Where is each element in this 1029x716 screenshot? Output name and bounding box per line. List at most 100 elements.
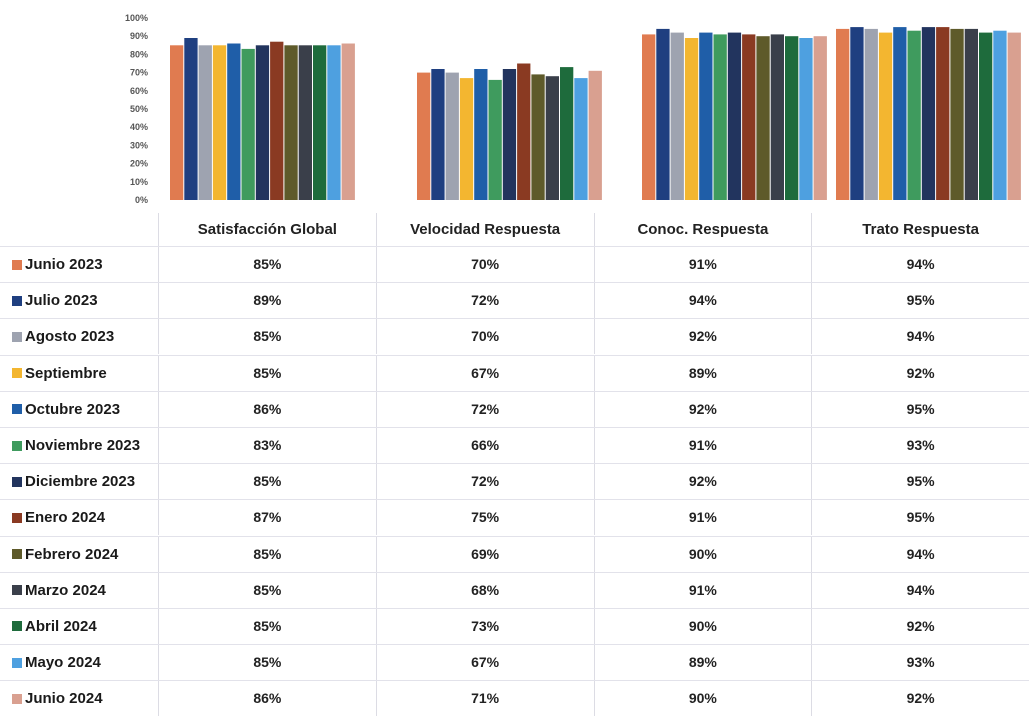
y-axis: 100% 90% 80% 70% 60% 50% 40% 30% 20% 10% 0% (125, 13, 148, 205)
bars-group (170, 27, 1021, 201)
bar (1007, 32, 1021, 200)
value-cell: 94% (811, 247, 1029, 283)
bar (270, 41, 284, 201)
y-tick-label: 80% (130, 49, 148, 59)
bar (921, 27, 936, 200)
bar (341, 43, 355, 200)
bar-chart: 100% 90% 80% 70% 60% 50% 40% 30% 20% 10% 0% (125, 13, 1021, 205)
series-label: Marzo 2024 (0, 582, 158, 599)
value-cell: 85% (158, 645, 376, 681)
bar (656, 28, 670, 201)
bar (198, 45, 212, 200)
bar (713, 34, 727, 201)
value-cell: 67% (375, 645, 594, 681)
legend-swatch (12, 440, 22, 451)
value-cell: 89% (593, 355, 812, 391)
table-row: Octubre 2023 86% 72% 92% 95% (0, 390, 1029, 427)
table-row: Marzo 2024 85% 68% 91% 94% (0, 571, 1029, 608)
value-cell: 86% (158, 681, 376, 716)
y-tick-label: 20% (130, 159, 148, 169)
category-header: Velocidad Respuesta (375, 213, 594, 246)
value-cell: 92% (593, 464, 812, 500)
table-row: Agosto 2023 85% 70% 92% 94% (0, 318, 1029, 355)
value-cell: 72% (375, 464, 594, 500)
value-cell: 93% (811, 428, 1029, 464)
y-tick-label: 60% (130, 86, 148, 96)
value-cell: 70% (375, 247, 594, 283)
series-label: Septiembre (0, 365, 158, 382)
series-name: Junio 2024 (25, 690, 103, 708)
bar (770, 34, 784, 201)
value-cell: 95% (811, 500, 1029, 536)
bar (936, 27, 950, 200)
series-label: Junio 2024 (0, 690, 158, 707)
bar (742, 34, 756, 201)
value-cell: 71% (375, 681, 594, 716)
series-name: Noviembre 2023 (25, 437, 141, 455)
bar (298, 45, 312, 200)
series-name: Junio 2023 (25, 256, 103, 274)
bar (488, 79, 502, 200)
bar (560, 67, 574, 200)
series-name: Julio 2023 (25, 292, 98, 310)
table-row: Enero 2024 87% 75% 91% 95% (0, 499, 1029, 536)
bar (284, 45, 298, 200)
table-row: Diciembre 2023 85% 72% 92% 95% (0, 463, 1029, 500)
bar (517, 63, 531, 200)
bar (727, 32, 742, 200)
value-cell: 87% (158, 500, 376, 536)
bar (878, 32, 893, 200)
y-tick-label: 70% (130, 68, 148, 78)
value-cell: 94% (811, 536, 1029, 572)
legend-swatch (12, 331, 22, 342)
bar (459, 78, 474, 200)
category-header: Satisfacción Global (158, 213, 376, 246)
bar (474, 69, 488, 200)
bar (170, 45, 184, 200)
bar (574, 78, 588, 200)
legend-swatch (12, 259, 22, 270)
value-cell: 91% (593, 500, 812, 536)
y-tick-label: 30% (130, 140, 148, 150)
value-cell: 92% (811, 608, 1029, 644)
series-name: Mayo 2024 (25, 654, 101, 672)
bar (502, 69, 517, 200)
series-label: Agosto 2023 (0, 328, 158, 345)
value-cell: 94% (811, 572, 1029, 608)
bar (950, 28, 964, 201)
value-cell: 83% (158, 428, 376, 464)
value-cell: 90% (593, 608, 812, 644)
value-cell: 92% (593, 319, 812, 355)
value-cell: 94% (593, 283, 812, 319)
bar (964, 28, 978, 201)
y-tick-label: 0% (135, 195, 148, 205)
category-header: Conoc. Respuesta (593, 213, 812, 246)
bar (684, 38, 699, 200)
data-table: Satisfacción Global Velocidad Respuesta … (0, 213, 1029, 716)
value-cell: 95% (811, 464, 1029, 500)
bar (255, 45, 270, 200)
series-label: Abril 2024 (0, 618, 158, 635)
value-cell: 92% (811, 355, 1029, 391)
value-cell: 89% (593, 645, 812, 681)
value-cell: 69% (375, 536, 594, 572)
series-name: Marzo 2024 (25, 581, 106, 599)
value-cell: 86% (158, 391, 376, 427)
value-cell: 85% (158, 319, 376, 355)
table-body: Junio 2023 85% 70% 91% 94% Julio 2023 89% 72% 94… (0, 246, 1029, 716)
value-cell: 92% (593, 391, 812, 427)
table-row: Mayo 2024 85% 67% 89% 93% (0, 644, 1029, 681)
series-label: Enero 2024 (0, 509, 158, 526)
bar (588, 70, 602, 200)
legend-swatch (12, 404, 22, 415)
bar (813, 36, 827, 201)
bar (545, 76, 559, 200)
value-cell: 85% (158, 247, 376, 283)
bar (756, 36, 770, 201)
legend-swatch (12, 549, 22, 560)
legend-swatch (12, 585, 22, 596)
series-name: Diciembre 2023 (25, 473, 136, 491)
series-name: Septiembre (25, 364, 107, 382)
series-name: Agosto 2023 (25, 328, 115, 346)
bar (642, 34, 656, 201)
